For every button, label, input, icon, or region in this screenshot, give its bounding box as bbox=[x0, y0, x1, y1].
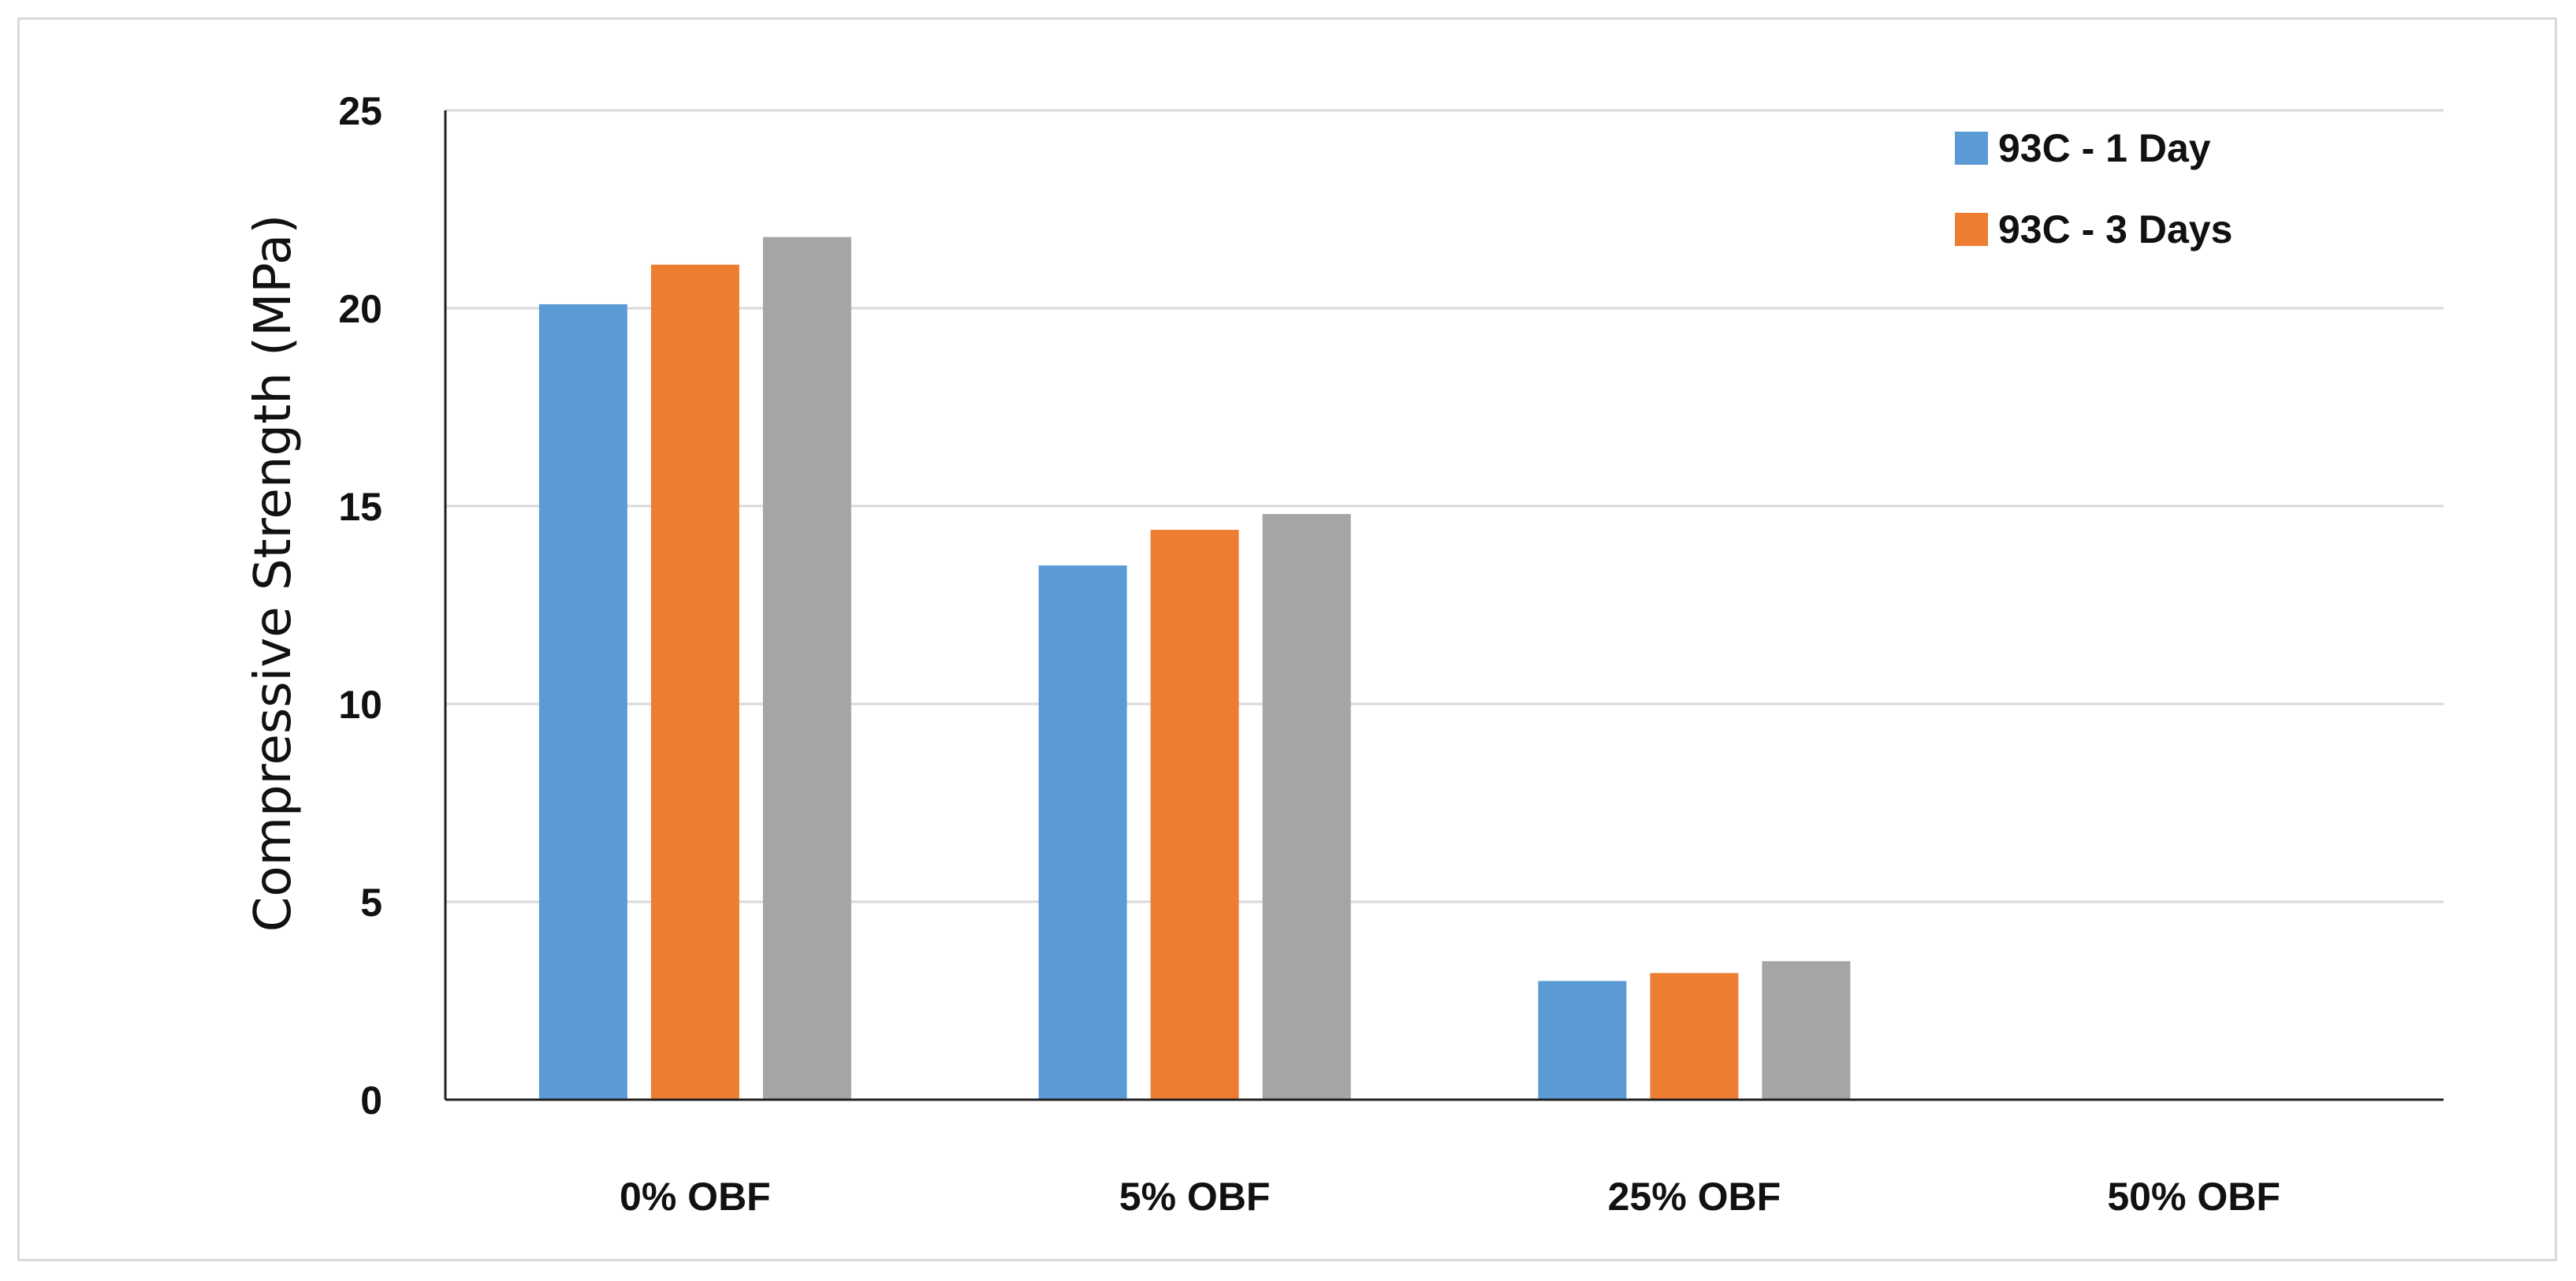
y-tick-label: 15 bbox=[338, 485, 382, 529]
bar bbox=[1650, 973, 1739, 1100]
legend-swatch bbox=[1955, 213, 1988, 246]
legend-label: 93C - 1 Day bbox=[1998, 126, 2211, 170]
y-axis-title: Compressive Strength (MPa) bbox=[244, 214, 303, 932]
bar bbox=[1150, 530, 1239, 1100]
bar bbox=[650, 264, 739, 1100]
bar bbox=[762, 236, 851, 1100]
x-category-label: 0% OBF bbox=[620, 1175, 771, 1219]
bar bbox=[538, 303, 627, 1100]
axes bbox=[444, 110, 2444, 1101]
x-category-label: 50% OBF bbox=[2107, 1175, 2280, 1219]
y-tick-label: 10 bbox=[338, 683, 382, 727]
x-category-labels: 0% OBF 5% OBF 25% OBF 50% OBF bbox=[620, 1175, 2280, 1219]
x-category-label: 5% OBF bbox=[1119, 1175, 1271, 1219]
bar bbox=[1262, 514, 1351, 1100]
y-tick-label: 5 bbox=[360, 881, 382, 925]
x-category-label: 25% OBF bbox=[1608, 1175, 1781, 1219]
y-tick-labels: 0 5 10 15 20 25 bbox=[338, 89, 382, 1123]
bars bbox=[538, 236, 1851, 1100]
legend-swatch bbox=[1955, 132, 1988, 165]
bar bbox=[1762, 961, 1851, 1100]
y-tick-label: 25 bbox=[338, 89, 382, 133]
legend-label: 93C - 3 Days bbox=[1998, 207, 2232, 251]
y-tick-label: 0 bbox=[360, 1078, 382, 1123]
bar bbox=[1538, 981, 1627, 1100]
legend: 93C - 1 Day 93C - 3 Days bbox=[1955, 126, 2232, 251]
y-tick-label: 20 bbox=[338, 287, 382, 331]
bar bbox=[1038, 565, 1127, 1100]
